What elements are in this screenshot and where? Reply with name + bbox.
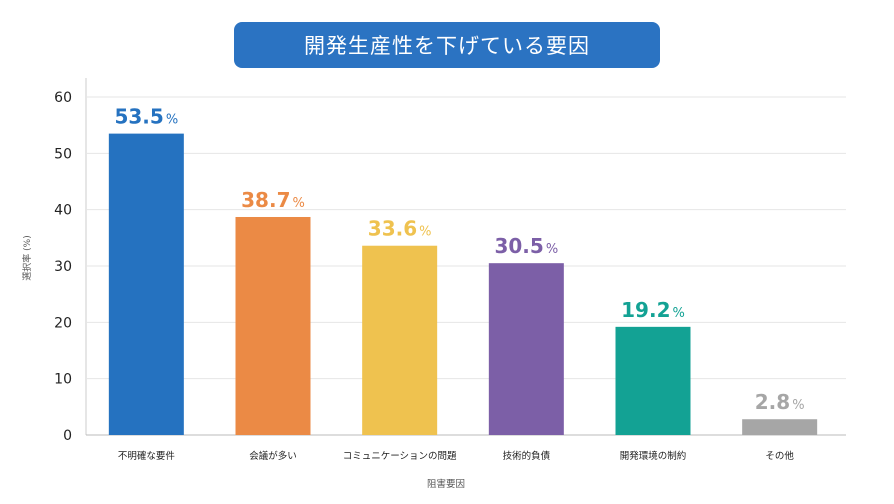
y-tick-label: 50 <box>54 146 72 162</box>
y-axis-label: 選択率 (%) <box>21 235 33 280</box>
data-label: 30.5% <box>494 234 558 258</box>
x-tick-labels: 不明確な要件 会議が多い コミュニケーションの問題 技術的負債 開発環境の制約 その他 <box>118 450 795 462</box>
y-tick-label: 0 <box>63 428 72 444</box>
x-axis-label: 阻害要因 <box>427 478 465 490</box>
y-tick-labels: 0 10 20 30 40 50 60 <box>54 90 72 444</box>
bar <box>362 245 438 435</box>
x-tick-label: 開発環境の制約 <box>620 450 687 462</box>
x-tick-label: 技術的負債 <box>503 450 551 462</box>
x-tick-label: 不明確な要件 <box>118 450 176 462</box>
bar <box>742 419 818 435</box>
bars <box>108 133 818 435</box>
y-tick-label: 30 <box>54 259 72 275</box>
data-label: 19.2% <box>621 298 685 322</box>
gridlines <box>85 78 846 436</box>
value-labels: 53.5 % 38.7 % 33.6 % 30.5 % 19.2 % 2.8% <box>114 105 804 415</box>
chart-title: 開発生産性を下げている要因 <box>304 34 590 58</box>
x-tick-label: コミュニケーションの問題 <box>343 451 457 462</box>
y-tick-label: 60 <box>54 90 72 106</box>
bar <box>615 326 691 435</box>
bar <box>235 216 311 435</box>
chart-title-box: 開発生産性を下げている要因 <box>234 22 660 68</box>
x-tick-label: 会議が多い <box>249 450 297 462</box>
data-label: 38.7% <box>241 188 305 212</box>
data-label: 33.6% <box>368 217 432 241</box>
data-label: 2.8% <box>755 390 805 414</box>
bar <box>108 133 184 435</box>
data-label: 53.5% <box>114 105 178 129</box>
y-tick-label: 10 <box>54 372 72 388</box>
bar <box>488 263 564 435</box>
x-tick-label: その他 <box>765 450 794 462</box>
y-tick-label: 20 <box>54 315 72 331</box>
y-tick-label: 40 <box>54 203 72 219</box>
